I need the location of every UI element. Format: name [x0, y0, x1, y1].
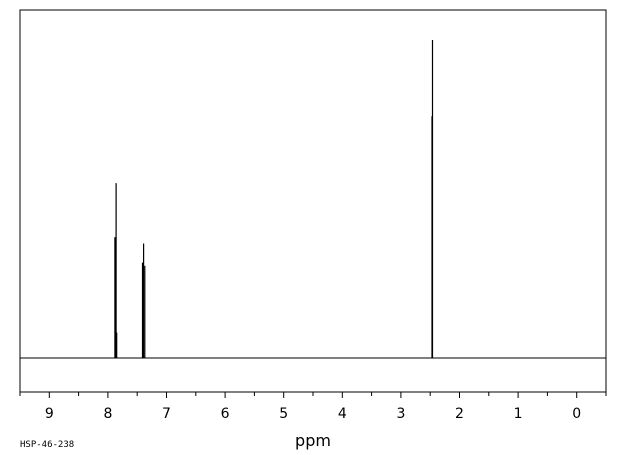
tick-label: 6 — [221, 406, 230, 422]
spectrum-code: HSP-46-238 — [20, 440, 74, 450]
tick-label: 7 — [162, 406, 171, 422]
tick-label: 8 — [103, 406, 112, 422]
tick-label: 5 — [279, 406, 288, 422]
tick-label: 9 — [45, 406, 54, 422]
x-axis-ticks: 9 8 7 6 5 4 3 2 1 0 — [19, 392, 607, 422]
tick-label: 0 — [572, 406, 581, 422]
plot-frame — [19, 9, 607, 393]
tick-label: 3 — [396, 406, 405, 422]
tick-label: 2 — [455, 406, 464, 422]
tick-label: 1 — [514, 406, 523, 422]
peak-group — [114, 40, 434, 358]
tick-label: 4 — [338, 406, 347, 422]
x-axis-label: ppm — [295, 431, 331, 450]
